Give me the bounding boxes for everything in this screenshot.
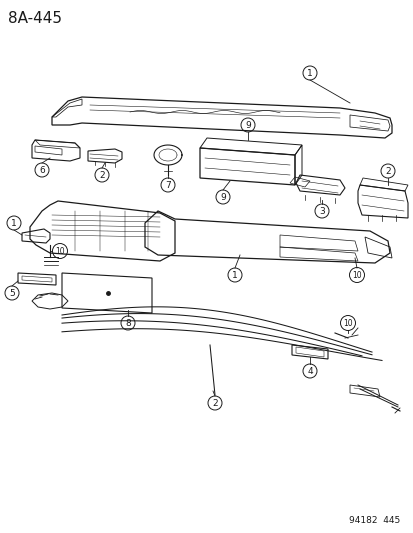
Text: 5: 5 [9,288,15,297]
Text: 2: 2 [212,399,217,408]
Text: 8: 8 [125,319,131,327]
Text: 10: 10 [55,246,65,255]
Text: 1: 1 [306,69,312,77]
Text: 10: 10 [342,319,352,327]
Text: 6: 6 [39,166,45,174]
Text: 4: 4 [306,367,312,376]
Text: 2: 2 [99,171,104,180]
Text: 10: 10 [351,271,361,279]
Text: 1: 1 [232,271,237,279]
Text: 3: 3 [318,206,324,215]
Text: 7: 7 [165,181,171,190]
Text: 1: 1 [11,219,17,228]
Text: 2: 2 [384,166,390,175]
Text: 94182  445: 94182 445 [348,516,399,525]
Text: 9: 9 [244,120,250,130]
Text: 8A-445: 8A-445 [8,11,62,26]
Text: 9: 9 [220,192,225,201]
